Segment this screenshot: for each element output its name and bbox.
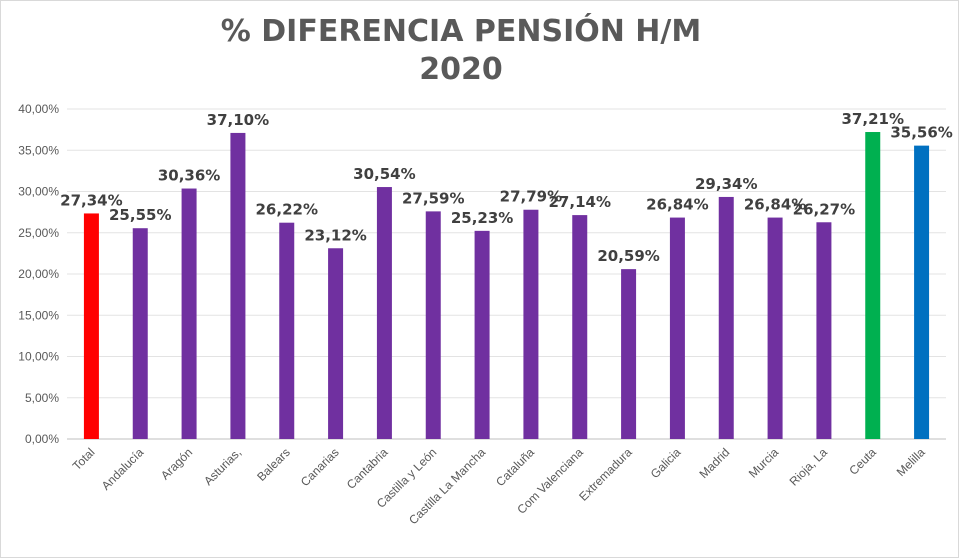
data-label-5: 23,12%: [304, 226, 366, 244]
bars: [83, 132, 930, 440]
y-tick-label: 5,00%: [25, 391, 59, 405]
y-tick-label: 20,00%: [18, 267, 59, 281]
x-category-label: Madrid: [697, 445, 733, 481]
x-category-label: Melilla: [894, 445, 928, 479]
data-label-15: 26,27%: [793, 200, 855, 218]
x-category-label: Murcia: [746, 445, 782, 481]
y-tick-label: 10,00%: [18, 350, 59, 364]
chart-title-line1: % DIFERENCIA PENSIÓN H/M: [220, 14, 702, 49]
x-category-label: Extremadura: [576, 445, 635, 504]
data-label-7: 27,59%: [402, 189, 464, 207]
bar-7: [425, 211, 441, 439]
data-label-6: 30,54%: [353, 165, 415, 183]
bar-16: [865, 132, 881, 439]
data-label-11: 20,59%: [597, 247, 659, 265]
y-tick-label: 35,00%: [18, 143, 59, 157]
x-category-label: Cataluña: [493, 445, 537, 489]
x-category-label: Galicia: [648, 445, 684, 481]
data-label-1: 25,55%: [109, 206, 171, 224]
bar-12: [669, 217, 685, 439]
bar-8: [474, 230, 490, 439]
data-label-4: 26,22%: [256, 201, 318, 219]
x-category-label: Balears: [254, 445, 293, 484]
chart-title: % DIFERENCIA PENSIÓN H/M 2020: [1, 13, 921, 89]
x-category-label: Rioja, La: [787, 445, 831, 489]
bar-10: [572, 215, 588, 439]
x-category-label: Cantabria: [344, 445, 391, 492]
y-tick-label: 30,00%: [18, 185, 59, 199]
bar-1: [132, 228, 148, 439]
data-label-10: 27,14%: [549, 193, 611, 211]
x-category-label: Canarias: [298, 445, 342, 489]
bar-3: [230, 132, 246, 440]
bar-13: [718, 196, 734, 439]
y-tick-label: 0,00%: [25, 432, 59, 446]
bar-0: [83, 213, 99, 439]
x-axis-categories: Total Andalucía Aragón Asturias, Balears Cana…: [70, 445, 928, 527]
chart-title-line2: 2020: [419, 52, 503, 87]
x-category-label: Ceuta: [846, 445, 879, 478]
y-tick-label: 40,00%: [18, 102, 59, 116]
data-labels: 27,34%25,55% 30,36% 37,10% 26,22% 23,12% 30,5…: [60, 110, 953, 265]
y-tick-label: 25,00%: [18, 226, 59, 240]
data-label-3: 37,10%: [207, 111, 269, 129]
bar-5: [328, 248, 344, 439]
bar-11: [621, 269, 637, 439]
y-axis-ticks: 0,00% 5,00% 10,00% 15,00% 20,00% 25,00% 30,00%…: [18, 102, 59, 446]
bar-15: [816, 222, 832, 439]
bar-14: [767, 217, 783, 439]
y-tick-label: 15,00%: [18, 308, 59, 322]
data-label-14: 26,84%: [744, 196, 806, 214]
x-category-label: Asturias,: [201, 445, 244, 488]
bar-6: [376, 187, 392, 439]
x-category-label: Total: [70, 445, 98, 473]
data-label-9: 27,79%: [500, 188, 562, 206]
data-label-12: 26,84%: [646, 196, 708, 214]
bar-4: [279, 222, 295, 439]
data-label-17: 35,56%: [890, 124, 952, 142]
data-label-0: 27,34%: [60, 191, 122, 209]
data-label-8: 25,23%: [451, 209, 513, 227]
bar-17: [914, 145, 930, 439]
data-label-16: 37,21%: [842, 110, 904, 128]
x-category-label: Andalucía: [99, 445, 147, 493]
gridlines: [67, 108, 946, 440]
data-label-13: 29,34%: [695, 175, 757, 193]
x-category-label: Aragón: [158, 445, 195, 482]
bar-2: [181, 188, 197, 439]
data-label-2: 30,36%: [158, 167, 220, 185]
bar-9: [523, 209, 539, 439]
